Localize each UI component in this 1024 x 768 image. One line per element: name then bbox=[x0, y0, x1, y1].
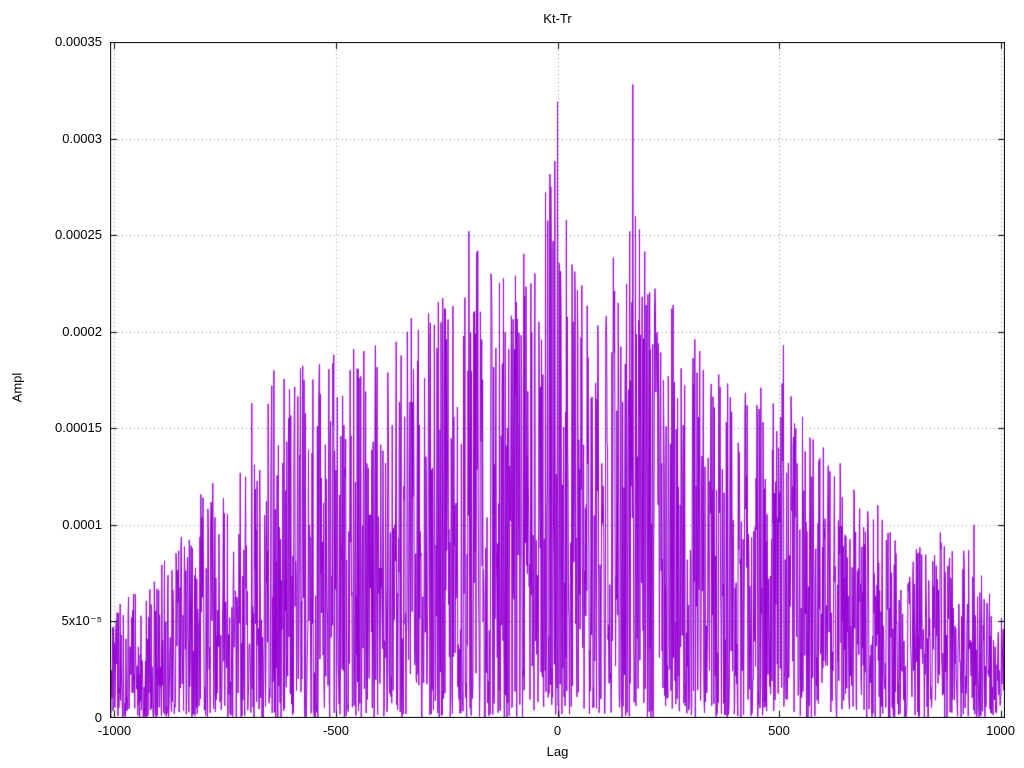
y-tick-label: 5x10⁻⁵ bbox=[61, 613, 102, 629]
x-tick-label: -500 bbox=[322, 723, 349, 738]
x-tick-label: 500 bbox=[768, 723, 790, 738]
y-tick-label: 0.0003 bbox=[62, 130, 102, 146]
x-axis-label: Lag bbox=[546, 744, 569, 759]
y-axis-label: Ampl bbox=[9, 372, 25, 403]
chart-title: Kt-Tr bbox=[543, 11, 572, 26]
y-tick-label: 0.0001 bbox=[62, 516, 102, 532]
y-tick-label: 0.00015 bbox=[55, 420, 102, 436]
y-tick-label: 0 bbox=[94, 710, 102, 725]
x-tick-label: 1000 bbox=[986, 723, 1016, 738]
y-tick-label: 0.00035 bbox=[55, 34, 102, 49]
x-tick-label: 0 bbox=[553, 723, 562, 738]
plot-canvas bbox=[110, 42, 1005, 718]
x-tick-label: -1000 bbox=[97, 723, 132, 738]
y-tick-label: 0.0002 bbox=[62, 323, 102, 339]
y-tick-label: 0.00025 bbox=[55, 227, 102, 243]
